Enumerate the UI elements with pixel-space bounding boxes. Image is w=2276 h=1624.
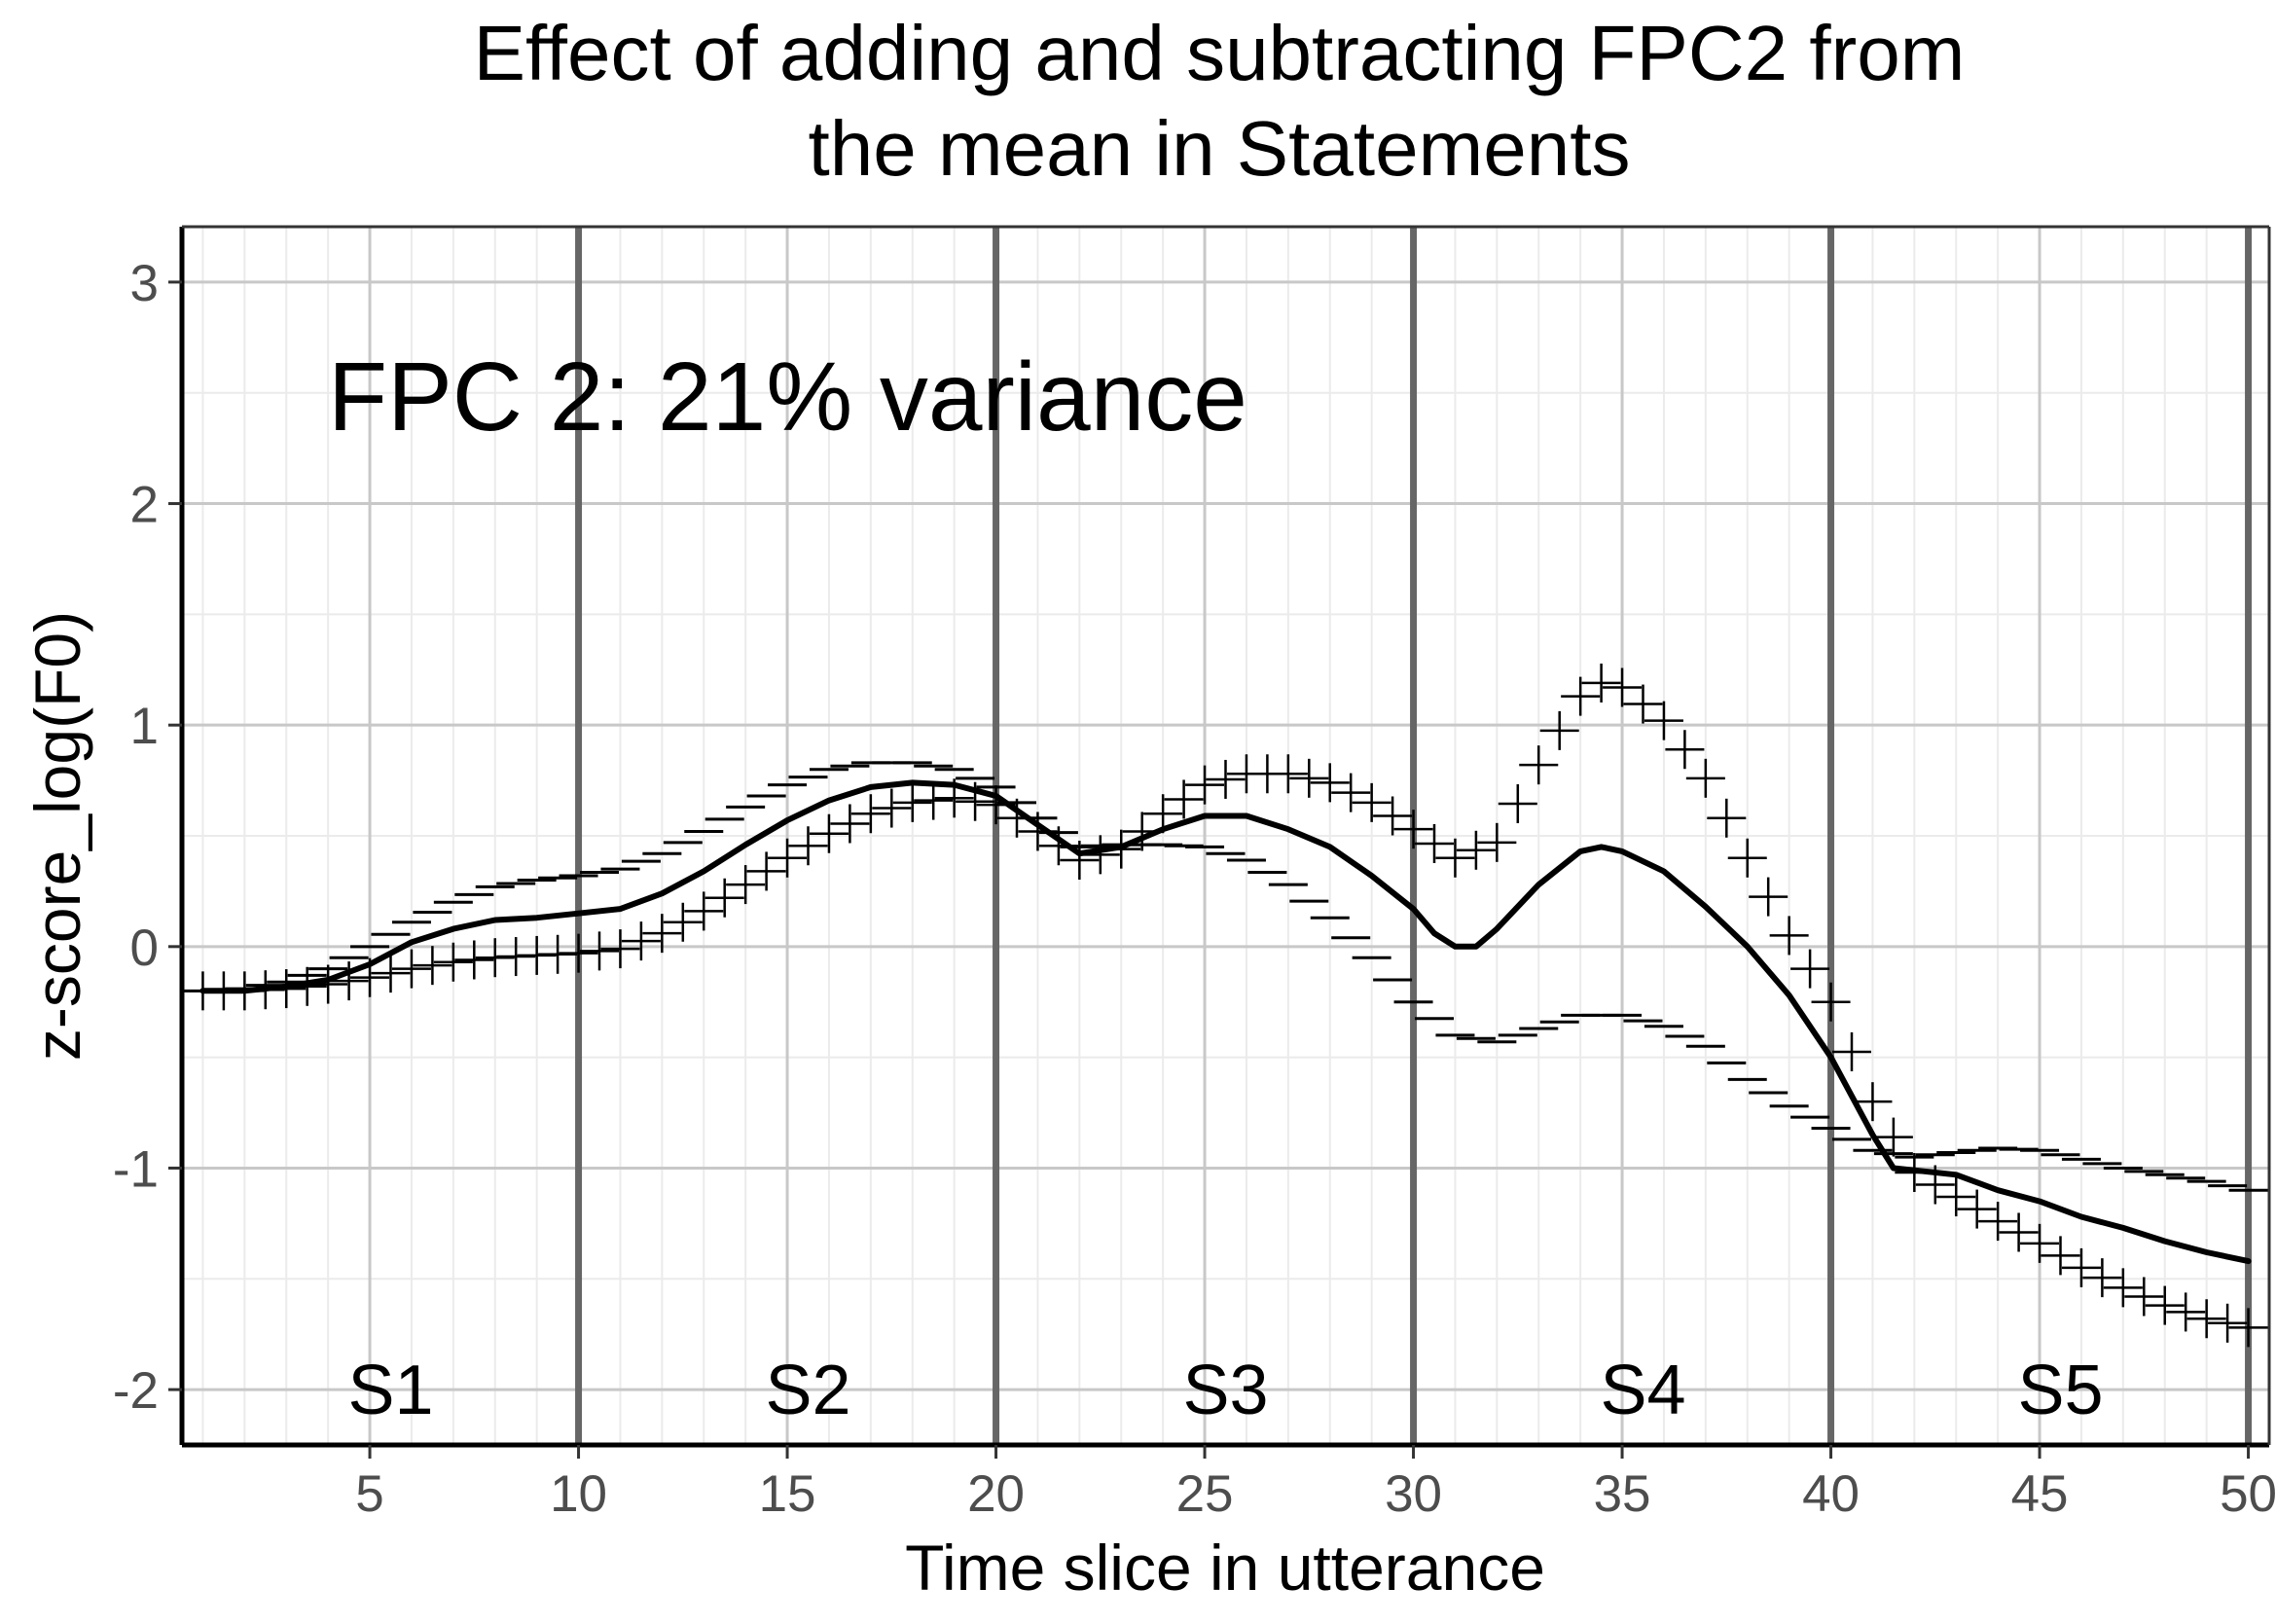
y-tick-label: 0 bbox=[130, 920, 159, 977]
x-tick-label: 15 bbox=[759, 1465, 816, 1523]
variance-annotation: FPC 2: 21% variance bbox=[328, 343, 1247, 451]
minus-fpc2-series bbox=[183, 761, 2268, 1192]
x-tick-label: 40 bbox=[1802, 1465, 1860, 1523]
x-tick-label: 30 bbox=[1385, 1465, 1442, 1523]
chart-title-line-1: Effect of adding and subtracting FPC2 fr… bbox=[474, 10, 1966, 96]
chart-title-line-2: the mean in Statements bbox=[809, 105, 1631, 192]
y-tick-label: 3 bbox=[130, 255, 159, 312]
y-axis-ticks: -2 -1 0 1 2 3 bbox=[113, 255, 182, 1420]
x-tick-label: 50 bbox=[2220, 1465, 2276, 1523]
segment-label-s3: S3 bbox=[1182, 1352, 1268, 1429]
segment-label-s1: S1 bbox=[347, 1352, 433, 1429]
x-tick-label: 10 bbox=[550, 1465, 607, 1523]
segment-label-s4: S4 bbox=[1600, 1352, 1685, 1429]
plus-fpc2-series bbox=[183, 663, 2268, 1348]
segment-label-s2: S2 bbox=[765, 1352, 850, 1429]
x-tick-label: 45 bbox=[2011, 1465, 2069, 1523]
x-tick-label: 5 bbox=[355, 1465, 383, 1523]
mean-curve-line bbox=[199, 779, 2252, 1265]
series-layer bbox=[183, 663, 2268, 1348]
y-tick-label: 1 bbox=[130, 698, 159, 755]
x-tick-label: 35 bbox=[1594, 1465, 1651, 1523]
segment-label-s5: S5 bbox=[2017, 1352, 2103, 1429]
x-axis-title: Time slice in utterance bbox=[905, 1532, 1545, 1604]
x-tick-label: 25 bbox=[1176, 1465, 1234, 1523]
y-axis-title: z-score_log(F0) bbox=[21, 611, 93, 1061]
segment-labels: S1 S2 S3 S4 S5 bbox=[347, 1352, 2103, 1429]
x-axis-ticks: 5 10 15 20 25 30 35 40 45 50 bbox=[355, 1445, 2276, 1523]
segment-boundaries bbox=[575, 227, 2253, 1445]
y-tick-label: 2 bbox=[130, 477, 159, 534]
x-tick-label: 20 bbox=[967, 1465, 1025, 1523]
y-tick-label: -1 bbox=[113, 1140, 159, 1198]
y-tick-label: -2 bbox=[113, 1362, 159, 1420]
